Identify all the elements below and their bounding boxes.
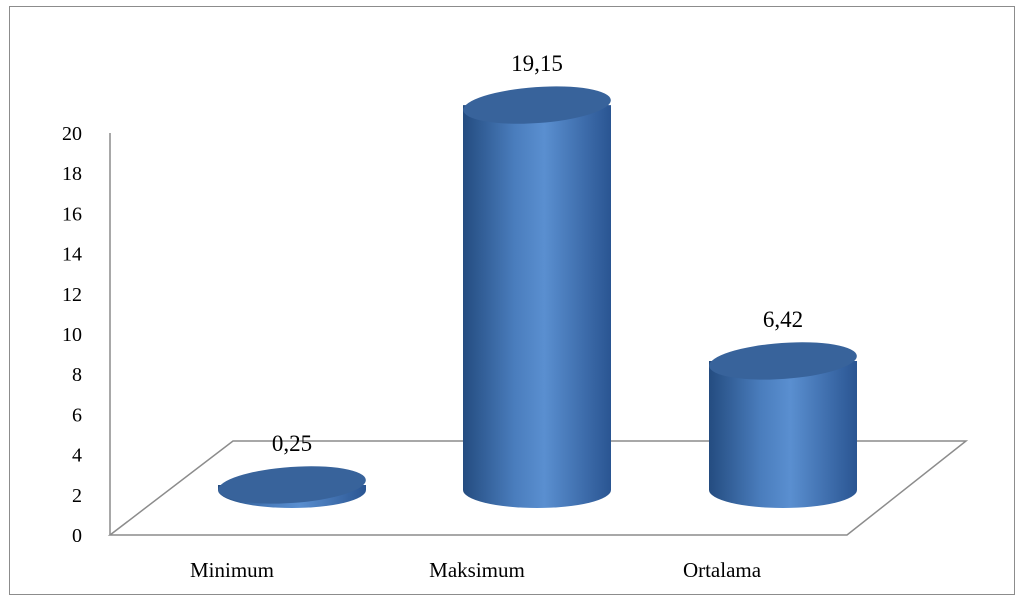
y-tick-label: 6	[72, 404, 82, 426]
bar-top	[463, 86, 611, 124]
y-tick-label: 18	[62, 163, 82, 185]
data-label: 6,42	[763, 307, 803, 332]
y-tick-label: 8	[72, 364, 82, 386]
bar-body	[709, 360, 857, 508]
bar-top	[709, 342, 857, 380]
bar-maksimum	[463, 86, 611, 509]
x-category-label: Maksimum	[429, 558, 525, 582]
y-tick-label: 2	[72, 485, 82, 507]
data-label: 19,15	[511, 51, 563, 76]
x-category-label: Ortalama	[683, 558, 762, 582]
x-category-label: Minimum	[190, 558, 274, 582]
data-label: 0,25	[272, 431, 312, 456]
y-tick-label: 20	[62, 123, 82, 145]
y-tick-label: 16	[62, 203, 82, 225]
y-tick-label: 14	[62, 244, 82, 266]
bar-body	[463, 105, 611, 509]
y-tick-label: 4	[72, 445, 82, 467]
bar-top	[218, 466, 366, 504]
bar-ortalama	[709, 342, 857, 508]
bar-minimum	[218, 466, 366, 508]
y-tick-label: 10	[62, 324, 82, 346]
y-tick-label: 0	[72, 525, 82, 547]
y-tick-label: 12	[62, 284, 82, 306]
